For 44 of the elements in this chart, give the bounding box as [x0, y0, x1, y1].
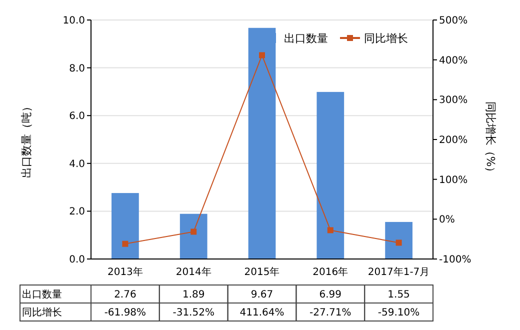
y-tick-label: 4.0	[69, 158, 85, 170]
data-label: -27.71%	[310, 308, 352, 318]
data-label: 1.89	[182, 290, 205, 300]
data-label: 2.76	[114, 290, 136, 300]
point	[190, 228, 197, 235]
bar	[316, 92, 344, 259]
text: 同比增长	[22, 308, 62, 318]
data-label: 9.67	[250, 290, 274, 300]
y2-tick-label: 0%	[439, 214, 455, 226]
bar	[385, 222, 412, 259]
data-label: 411.64%	[240, 308, 284, 318]
bar	[180, 214, 208, 259]
data-label: -31.52%	[172, 308, 214, 318]
point	[327, 227, 334, 234]
point	[259, 52, 265, 58]
x-tick-label: 2014年	[176, 266, 212, 278]
x-tick-label: 2016年	[312, 266, 348, 278]
y-tick-label: 8.0	[69, 63, 85, 74]
x-tick-label: 2017年1-7月	[368, 266, 430, 278]
y2-tick-label: 400%	[439, 55, 468, 66]
y2-tick-label: 300%	[439, 95, 468, 106]
y2-axis-title: 同比增长（%）	[484, 101, 497, 178]
y-tick-label: 6.0	[69, 111, 85, 122]
y2-tick-label: -100%	[439, 254, 472, 266]
y2-tick-label: 500%	[439, 16, 468, 26]
legend-label: 出口数量	[284, 32, 328, 45]
point	[396, 240, 402, 246]
y2-tick-label: 100%	[439, 174, 468, 186]
text: 出口数量	[22, 290, 62, 300]
y-tick-label: 2.0	[69, 206, 85, 218]
y2-tick-label: 200%	[439, 135, 468, 146]
legend-label: 同比增长	[364, 32, 408, 45]
bar	[112, 193, 139, 259]
bar	[248, 28, 276, 259]
point	[122, 240, 128, 247]
y-axis-title: 出口数量（吨）	[20, 101, 33, 178]
data-label: 6.99	[319, 290, 342, 300]
x-tick-label: 2015年	[244, 266, 280, 278]
y-tick-label: 10.0	[62, 16, 85, 26]
data-label: 1.55	[388, 290, 410, 300]
data-label: -59.10%	[378, 308, 420, 318]
x-tick-label: 2013年	[107, 266, 143, 278]
y-tick-label: 0.0	[69, 254, 85, 266]
data-label: -61.98%	[104, 308, 146, 318]
